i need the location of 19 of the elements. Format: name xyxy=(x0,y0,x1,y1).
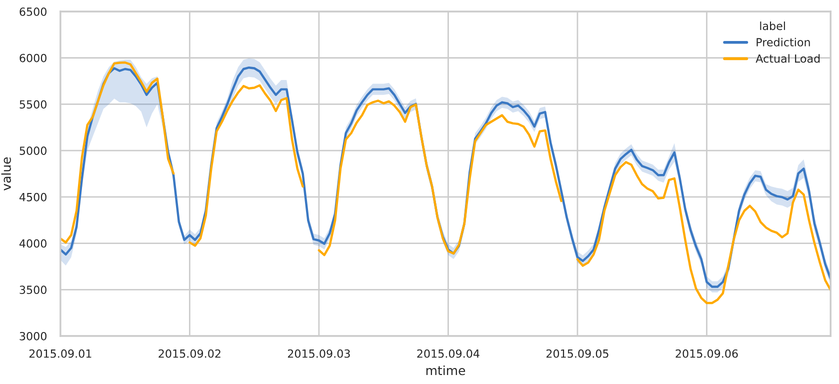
y-tick-label: 3500 xyxy=(20,286,46,294)
legend-title: label xyxy=(760,22,785,30)
y-tick-label: 4000 xyxy=(19,239,46,248)
y-tick-label: 6500 xyxy=(20,7,46,16)
y-axis-title: value xyxy=(1,157,11,190)
x-tick-label: 2015.09.01 xyxy=(29,349,92,358)
x-axis-title: mtime xyxy=(426,366,466,376)
y-tick-label: 5500 xyxy=(20,100,46,109)
y-tick-label: 4500 xyxy=(19,192,46,202)
x-tick-label: 2015.09.06 xyxy=(676,349,738,358)
legend-label: Actual Load xyxy=(756,54,820,63)
x-tick-label: 2015.09.03 xyxy=(288,349,350,358)
y-tick-label: 5000 xyxy=(20,146,46,155)
y-tick-label: 6000 xyxy=(20,54,46,62)
x-tick-label: 2015.09.02 xyxy=(158,349,220,358)
legend-label: Prediction xyxy=(756,38,810,46)
x-tick-label: 2015.09.05 xyxy=(546,349,608,358)
y-tick-label: 3000 xyxy=(20,332,46,340)
x-tick-label: 2015.09.04 xyxy=(417,349,480,358)
